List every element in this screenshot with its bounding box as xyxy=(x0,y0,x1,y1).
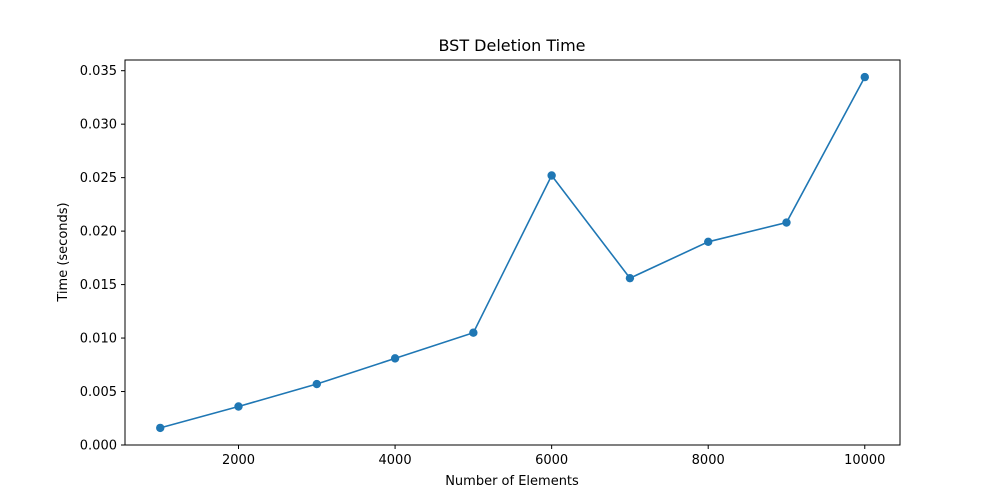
y-axis-ticks: 0.000 0.005 0.010 0.015 0.020 0.025 0.030 0.035 xyxy=(80,64,125,454)
y-tick-label: 0.020 xyxy=(80,225,117,240)
series-group xyxy=(156,72,869,433)
data-point xyxy=(156,423,165,433)
y-tick-label: 0.005 xyxy=(80,385,117,400)
x-axis-label: Number of Elements xyxy=(445,474,579,489)
x-axis-ticks: 2000 4000 6000 8000 10000 xyxy=(222,445,885,468)
data-point xyxy=(234,402,243,411)
x-tick-label: 4000 xyxy=(379,453,412,468)
y-axis-label: Time (seconds) xyxy=(56,202,71,302)
data-point xyxy=(860,72,869,82)
y-tick-label: 0.015 xyxy=(80,278,117,293)
y-tick-label: 0.035 xyxy=(80,64,117,79)
data-point xyxy=(390,354,400,363)
y-tick-label: 0.000 xyxy=(80,439,117,454)
data-point xyxy=(704,237,713,247)
x-tick-label: 8000 xyxy=(692,453,725,468)
chart-title: BST Deletion Time xyxy=(438,36,585,55)
data-point xyxy=(625,273,635,283)
plot-area-frame xyxy=(124,59,901,446)
data-point xyxy=(547,171,556,180)
x-tick-label: 2000 xyxy=(222,453,255,468)
y-tick-label: 0.010 xyxy=(80,332,117,347)
data-point xyxy=(469,328,478,337)
series-line xyxy=(160,76,866,429)
data-point xyxy=(312,379,321,389)
data-point xyxy=(782,218,791,227)
x-tick-label: 10000 xyxy=(844,453,885,468)
x-tick-label: 6000 xyxy=(535,453,568,468)
y-tick-label: 0.030 xyxy=(80,118,117,133)
y-tick-label: 0.025 xyxy=(80,171,117,186)
